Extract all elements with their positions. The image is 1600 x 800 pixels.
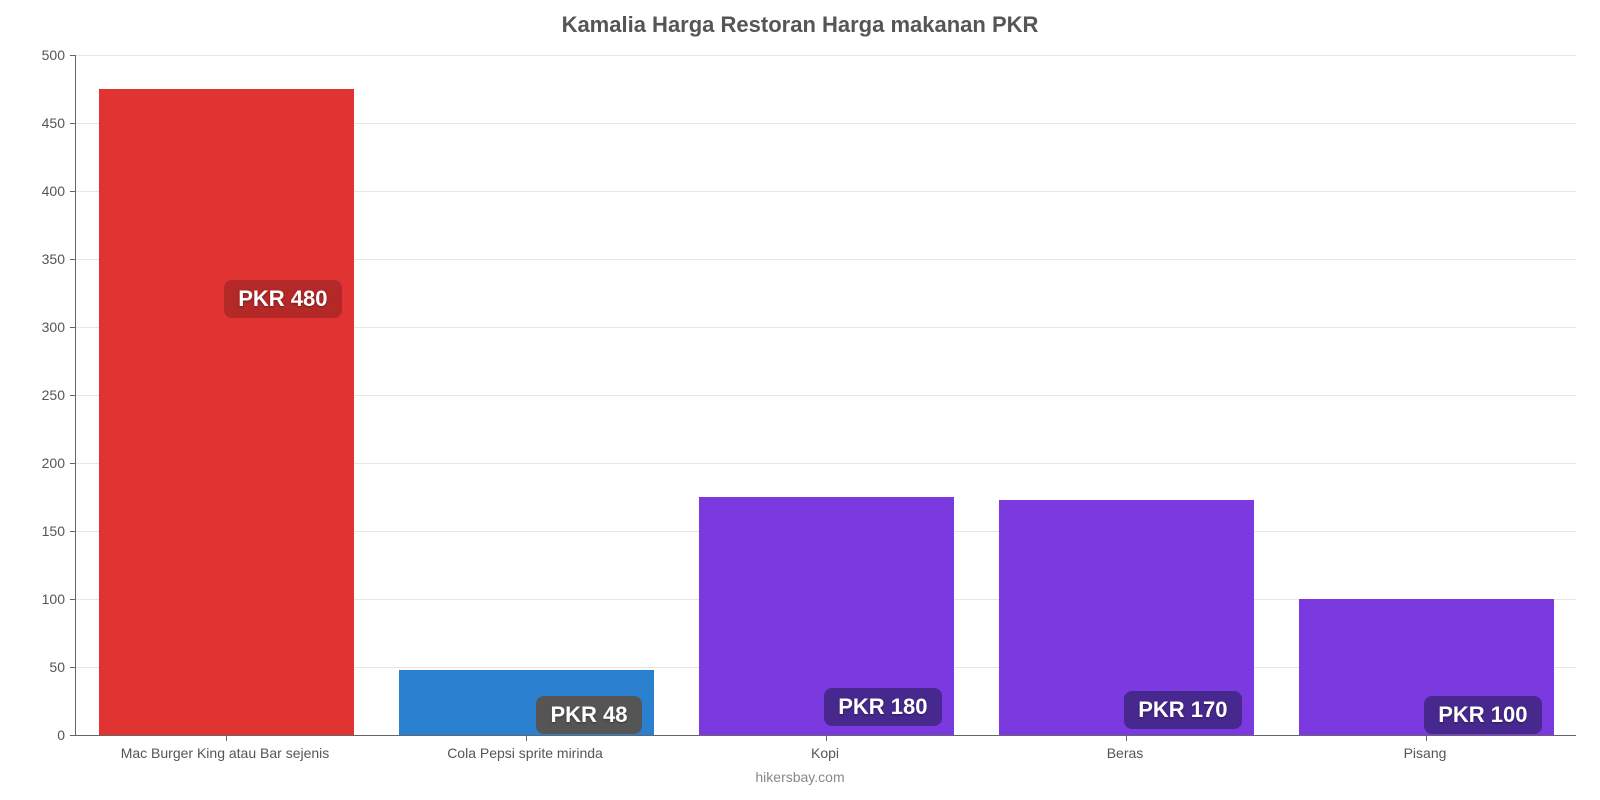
ytick-label: 100 <box>25 591 65 607</box>
value-badge-2: PKR 180 <box>824 688 941 726</box>
ytick-mark <box>70 531 76 532</box>
ytick-label: 450 <box>25 115 65 131</box>
value-badge-4: PKR 100 <box>1424 696 1541 734</box>
ytick-mark <box>70 599 76 600</box>
ytick-mark <box>70 259 76 260</box>
xlabel-2: Kopi <box>811 745 839 761</box>
xtick-mark <box>526 735 527 741</box>
gridline <box>76 55 1576 56</box>
chart-title: Kamalia Harga Restoran Harga makanan PKR <box>0 12 1600 38</box>
ytick-mark <box>70 123 76 124</box>
ytick-label: 0 <box>25 727 65 743</box>
xlabel-0: Mac Burger King atau Bar sejenis <box>121 745 330 761</box>
ytick-label: 200 <box>25 455 65 471</box>
bar-0 <box>99 89 354 735</box>
value-badge-0: PKR 480 <box>224 280 341 318</box>
xlabel-1: Cola Pepsi sprite mirinda <box>447 745 603 761</box>
value-badge-1: PKR 48 <box>536 696 641 734</box>
plot-area: PKR 480 PKR 48 PKR 180 PKR 170 PKR 100 <box>75 55 1576 736</box>
ytick-mark <box>70 327 76 328</box>
ytick-label: 350 <box>25 251 65 267</box>
value-badge-3: PKR 170 <box>1124 691 1241 729</box>
ytick-mark <box>70 735 76 736</box>
ytick-label: 300 <box>25 319 65 335</box>
ytick-mark <box>70 191 76 192</box>
ytick-label: 500 <box>25 47 65 63</box>
ytick-mark <box>70 463 76 464</box>
ytick-mark <box>70 667 76 668</box>
xtick-mark <box>226 735 227 741</box>
price-bar-chart: Kamalia Harga Restoran Harga makanan PKR… <box>0 0 1600 800</box>
xlabel-4: Pisang <box>1404 745 1447 761</box>
ytick-label: 50 <box>25 659 65 675</box>
ytick-mark <box>70 55 76 56</box>
ytick-label: 400 <box>25 183 65 199</box>
xtick-mark <box>1126 735 1127 741</box>
ytick-label: 250 <box>25 387 65 403</box>
xtick-mark <box>826 735 827 741</box>
ytick-label: 150 <box>25 523 65 539</box>
xtick-mark <box>1426 735 1427 741</box>
ytick-mark <box>70 395 76 396</box>
chart-footer: hikersbay.com <box>0 769 1600 785</box>
xlabel-3: Beras <box>1107 745 1144 761</box>
